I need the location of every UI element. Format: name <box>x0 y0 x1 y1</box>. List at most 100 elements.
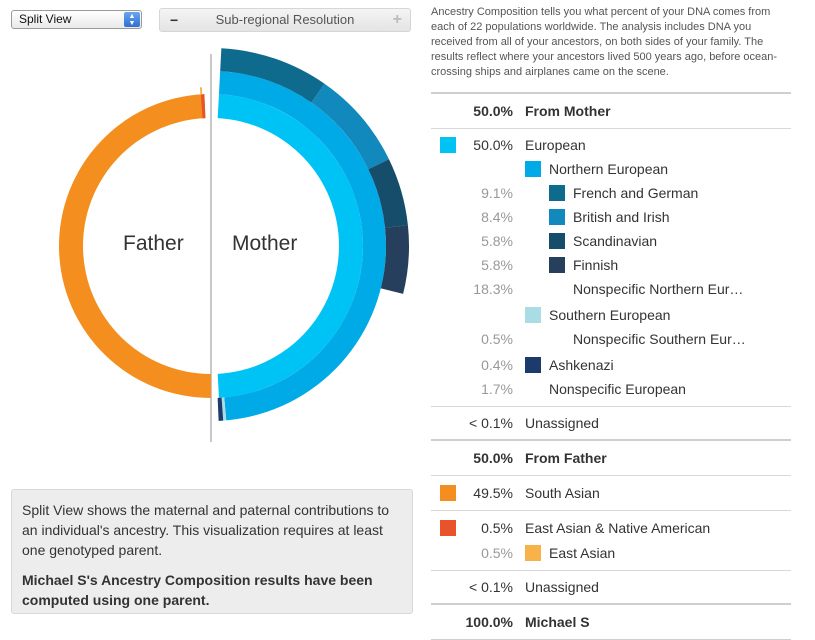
row-percent: 50.0% <box>473 450 513 466</box>
mother-northern-european-segment[interactable] <box>218 71 387 421</box>
scandinavian-swatch <box>549 233 565 249</box>
table-row-scandinavian[interactable]: 5.8% Scandinavian <box>431 229 791 253</box>
info-bold-text: Michael S's Ancestry Composition results… <box>22 572 373 608</box>
row-percent: 50.0% <box>473 103 513 119</box>
row-label: Unassigned <box>525 579 599 595</box>
row-label: French and German <box>573 185 699 201</box>
resolution-label: Sub-regional Resolution <box>215 12 355 27</box>
finnish-swatch <box>549 257 565 273</box>
row-label: European <box>525 137 586 153</box>
ancestry-table: 50.0% From Mother 50.0% European Norther… <box>431 92 791 640</box>
row-percent: 8.4% <box>481 209 513 225</box>
divider <box>431 92 791 94</box>
row-percent: 100.0% <box>465 614 513 630</box>
table-row-east-asian[interactable]: 0.5% East Asian <box>431 541 791 565</box>
mother-french-german-segment[interactable] <box>220 48 325 103</box>
father-label: Father <box>123 232 184 255</box>
row-percent: 0.5% <box>481 545 513 561</box>
mother-scandinavian-segment[interactable] <box>368 159 408 228</box>
mother-finnish-segment[interactable] <box>380 225 409 294</box>
divider <box>431 128 791 129</box>
table-row-from-mother[interactable]: 50.0% From Mother <box>431 94 791 128</box>
row-percent: 49.5% <box>473 485 513 501</box>
divider <box>431 475 791 476</box>
mother-ashkenazi-segment[interactable] <box>217 397 224 421</box>
mother-southern-european-segment[interactable] <box>221 397 227 421</box>
table-row-unassigned-mother[interactable]: < 0.1% Unassigned <box>431 407 791 439</box>
father-east-asian-native-segment[interactable] <box>200 94 206 119</box>
divider <box>431 406 791 407</box>
row-percent: 0.5% <box>481 331 513 347</box>
table-row-nonspecific-southern[interactable]: 0.5% Nonspecific Southern Eur… <box>431 327 791 351</box>
row-percent: 9.1% <box>481 185 513 201</box>
table-row-nonspecific-northern[interactable]: 18.3% Nonspecific Northern Eur… <box>431 277 791 301</box>
table-row-nonspecific-european[interactable]: 1.7% Nonspecific European <box>431 377 791 401</box>
table-row-ashkenazi[interactable]: 0.4% Ashkenazi <box>431 353 791 377</box>
row-percent: < 0.1% <box>469 579 513 595</box>
row-label: British and Irish <box>573 209 670 225</box>
divider <box>431 510 791 511</box>
divider <box>431 570 791 571</box>
row-percent: 5.8% <box>481 257 513 273</box>
east-asian-swatch <box>525 545 541 561</box>
row-label: Michael S <box>525 614 590 630</box>
row-label: Finnish <box>573 257 619 273</box>
mother-label: Mother <box>232 232 298 255</box>
row-label: Scandinavian <box>573 233 658 249</box>
table-row-south-asian[interactable]: 49.5% South Asian <box>431 476 791 510</box>
table-row-unassigned-father[interactable]: < 0.1% Unassigned <box>431 571 791 603</box>
row-label: Northern European <box>549 161 669 177</box>
table-row-northern-european[interactable]: Northern European <box>431 157 791 181</box>
row-percent: 5.8% <box>481 233 513 249</box>
east-asian-native-swatch <box>440 520 456 536</box>
father-east-asian-segment[interactable] <box>199 87 203 95</box>
split-view-info: Split View shows the maternal and patern… <box>11 489 413 614</box>
european-swatch <box>440 137 456 153</box>
row-label: Nonspecific Northern Eur… <box>573 281 744 297</box>
father-south-asian-segment[interactable] <box>59 94 212 399</box>
table-row-european[interactable]: 50.0% European <box>431 133 791 157</box>
british-irish-swatch <box>549 209 565 225</box>
minus-icon[interactable]: − <box>170 12 179 28</box>
row-label: From Mother <box>525 103 611 119</box>
table-row-british-irish[interactable]: 8.4% British and Irish <box>431 205 791 229</box>
resolution-control[interactable]: − Sub-regional Resolution + <box>159 8 411 32</box>
plus-icon[interactable]: + <box>392 11 402 28</box>
divider <box>431 439 791 441</box>
info-text: Split View shows the maternal and patern… <box>22 502 390 558</box>
row-label: South Asian <box>525 485 600 501</box>
ashkenazi-swatch <box>525 357 541 373</box>
row-label: Southern European <box>549 307 671 323</box>
row-label: From Father <box>525 450 607 466</box>
row-label: Ashkenazi <box>549 357 614 373</box>
mother-european-segment[interactable] <box>217 94 364 398</box>
row-label: East Asian <box>549 545 616 561</box>
ancestry-description: Ancestry Composition tells you what perc… <box>431 6 778 78</box>
divider <box>431 603 791 605</box>
row-percent: 50.0% <box>473 137 513 153</box>
southern-european-swatch <box>525 307 541 323</box>
split-view-chart <box>59 48 409 442</box>
row-percent: 18.3% <box>473 281 513 297</box>
row-label: Unassigned <box>525 415 599 431</box>
select-arrows-icon: ▲ ▼ <box>124 12 140 27</box>
row-percent: 1.7% <box>481 381 513 397</box>
view-select-value: Split View <box>19 12 72 26</box>
table-row-from-father[interactable]: 50.0% From Father <box>431 441 791 475</box>
french-german-swatch <box>549 185 565 201</box>
mother-british-irish-segment[interactable] <box>311 83 389 170</box>
table-row-east-asian-native[interactable]: 0.5% East Asian & Native American <box>431 516 791 540</box>
table-row-total[interactable]: 100.0% Michael S <box>431 605 791 639</box>
row-percent: < 0.1% <box>469 415 513 431</box>
row-label: Nonspecific Southern Eur… <box>573 331 746 347</box>
row-percent: 0.4% <box>481 357 513 373</box>
row-label: Nonspecific European <box>549 381 686 397</box>
row-label: East Asian & Native American <box>525 520 711 536</box>
south-asian-swatch <box>440 485 456 501</box>
northern-european-swatch <box>525 161 541 177</box>
table-row-southern-european[interactable]: Southern European <box>431 303 791 327</box>
table-row-french-german[interactable]: 9.1% French and German <box>431 181 791 205</box>
table-row-finnish[interactable]: 5.8% Finnish <box>431 253 791 277</box>
row-percent: 0.5% <box>481 520 513 536</box>
view-select[interactable]: Split View ▲ ▼ <box>11 10 142 29</box>
